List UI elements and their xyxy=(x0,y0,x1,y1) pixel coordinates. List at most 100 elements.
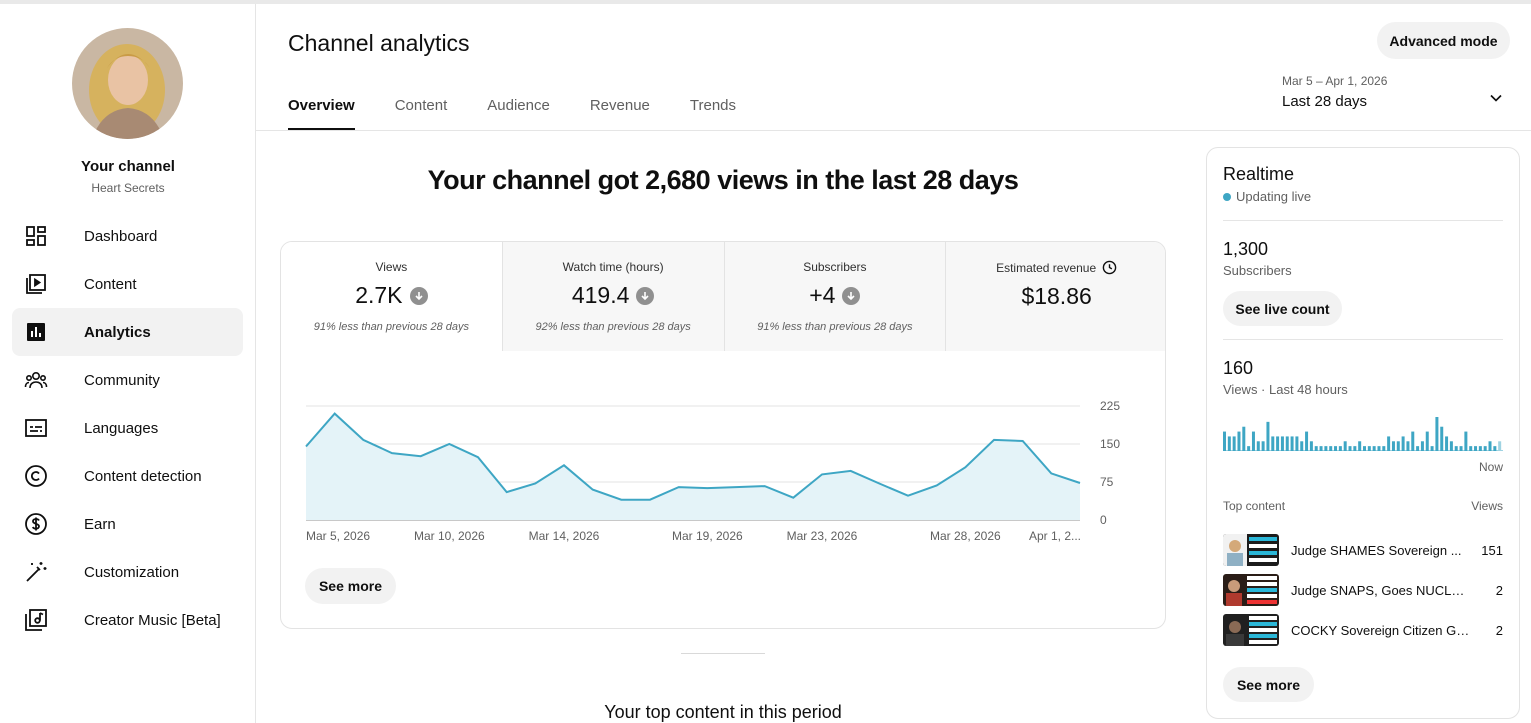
sidebar-item-customization[interactable]: Customization xyxy=(12,548,243,596)
realtime-bar xyxy=(1266,421,1270,451)
realtime-bar xyxy=(1237,431,1241,451)
x-tick-label: Mar 10, 2026 xyxy=(414,529,485,543)
realtime-bar xyxy=(1280,436,1284,451)
top-border xyxy=(0,0,1531,4)
realtime-card: Realtime Updating live 1,300 Subscribers… xyxy=(1206,147,1520,719)
realtime-bar xyxy=(1377,446,1381,451)
realtime-bar xyxy=(1295,436,1299,451)
realtime-bar xyxy=(1430,446,1434,451)
metric-value: +4 xyxy=(809,282,836,308)
realtime-bar xyxy=(1372,446,1376,451)
sidebar-item-content-detection[interactable]: Content detection xyxy=(12,452,243,500)
subscriber-label: Subscribers xyxy=(1223,263,1292,278)
realtime-bar xyxy=(1469,446,1473,451)
metric-label: Subscribers xyxy=(803,260,867,274)
realtime-bar xyxy=(1406,441,1410,451)
sidebar-item-community[interactable]: Community xyxy=(12,356,243,404)
tab-audience[interactable]: Audience xyxy=(487,97,550,114)
x-tick-label: Mar 23, 2026 xyxy=(787,529,858,543)
metric-views[interactable]: Views 2.7K 91% less than previous 28 day… xyxy=(281,242,502,351)
metric-estimated-revenue[interactable]: Estimated revenue $18.86 xyxy=(945,242,1165,351)
metric-value: 419.4 xyxy=(571,282,630,308)
realtime-bar xyxy=(1498,441,1502,451)
sidebar-item-label: Creator Music [Beta] xyxy=(84,611,221,629)
top-content-item[interactable]: Judge SNAPS, Goes NUCLEA... 2 xyxy=(1223,574,1503,606)
realtime-bar xyxy=(1396,441,1400,451)
sidebar-item-languages[interactable]: Languages xyxy=(12,404,243,452)
realtime-bar xyxy=(1440,426,1444,451)
realtime-bar xyxy=(1232,436,1236,451)
realtime-bar xyxy=(1242,426,1246,451)
see-more-button[interactable]: See more xyxy=(305,568,396,604)
top-content-title: Judge SHAMES Sovereign ... xyxy=(1291,542,1462,558)
chart-series-line xyxy=(305,412,1081,501)
tab-content[interactable]: Content xyxy=(394,97,448,114)
realtime-bar xyxy=(1319,446,1323,451)
sidebar-item-content[interactable]: Content xyxy=(12,260,243,308)
metric-note: 92% less than previous 28 days xyxy=(535,321,691,333)
realtime-bar xyxy=(1363,446,1366,451)
realtime-bar xyxy=(1334,446,1338,451)
realtime-bar xyxy=(1474,446,1478,451)
dollar-icon xyxy=(24,512,48,536)
sidebar-item-analytics[interactable]: Analytics xyxy=(12,308,243,356)
overview-card: Views 2.7K 91% less than previous 28 day… xyxy=(280,241,1166,629)
date-range-picker[interactable]: Mar 5 – Apr 1, 2026 Last 28 days xyxy=(1282,74,1510,120)
metric-tabs: Views 2.7K 91% less than previous 28 day… xyxy=(281,242,1165,351)
sidebar: Your channel Heart Secrets Dashboard Con… xyxy=(0,4,256,723)
top-content-views: 2 xyxy=(1495,622,1503,638)
video-thumbnail xyxy=(1223,574,1279,606)
realtime-bar xyxy=(1367,446,1371,451)
sidebar-item-earn[interactable]: Earn xyxy=(12,500,243,548)
tab-trends[interactable]: Trends xyxy=(689,97,737,114)
header-divider xyxy=(256,130,1531,131)
arrow-down-icon xyxy=(636,286,655,305)
realtime-bar xyxy=(1478,446,1482,451)
tab-overview[interactable]: Overview xyxy=(288,84,355,130)
sidebar-item-dashboard[interactable]: Dashboard xyxy=(12,212,243,260)
realtime-bar xyxy=(1343,441,1347,451)
advanced-mode-button[interactable]: Advanced mode xyxy=(1377,22,1510,59)
sidebar-nav: Dashboard Content Analytics Community La… xyxy=(12,212,243,644)
views-48h-label: Views · Last 48 hours xyxy=(1223,382,1348,397)
metric-label: Views xyxy=(375,260,408,274)
realtime-bar xyxy=(1300,441,1304,451)
metric-subscribers[interactable]: Subscribers +4 91% less than previous 28… xyxy=(723,242,946,351)
dashboard-icon xyxy=(24,224,48,248)
top-content-heading: Your top content in this period xyxy=(604,702,842,722)
see-live-count-button[interactable]: See live count xyxy=(1223,291,1342,326)
realtime-bar xyxy=(1358,441,1362,451)
now-label: Now xyxy=(1478,460,1503,474)
chart-area-fill xyxy=(306,413,1080,520)
sidebar-item-label: Earn xyxy=(84,515,116,533)
realtime-bar xyxy=(1401,436,1405,451)
top-content-item[interactable]: Judge SHAMES Sovereign ... 151 xyxy=(1223,534,1503,566)
x-tick-label: Apr 1, 2... xyxy=(1029,529,1081,543)
realtime-see-more-button[interactable]: See more xyxy=(1223,667,1314,702)
realtime-bar xyxy=(1411,431,1415,451)
top-content-views: 2 xyxy=(1495,582,1503,598)
realtime-bar xyxy=(1251,431,1255,451)
x-tick-label: Mar 14, 2026 xyxy=(529,529,600,543)
top-content-item[interactable]: COCKY Sovereign Citizen Get... 2 xyxy=(1223,614,1503,646)
page-title: Channel analytics xyxy=(288,30,470,56)
sidebar-item-creator-music[interactable]: Creator Music [Beta] xyxy=(12,596,243,644)
realtime-bar xyxy=(1435,417,1439,451)
views-headline: Your channel got 2,680 views in the last… xyxy=(427,165,1019,195)
realtime-bar xyxy=(1488,441,1492,451)
realtime-bar xyxy=(1493,446,1497,451)
views-chart: 225 150 75 0 Mar 5, 2026 Mar 10, 2026 Mar 14, … xyxy=(305,399,1120,543)
video-thumbnail xyxy=(1223,534,1279,566)
x-tick-label: Mar 5, 2026 xyxy=(306,529,370,543)
magic-wand-icon xyxy=(24,560,48,584)
metric-watch-time[interactable]: Watch time (hours) 419.4 92% less than p… xyxy=(501,242,724,351)
community-icon xyxy=(24,368,48,392)
realtime-bar xyxy=(1425,431,1429,451)
realtime-bar xyxy=(1464,431,1468,451)
realtime-bar xyxy=(1247,446,1251,451)
realtime-bar xyxy=(1290,436,1294,451)
x-tick-label: Mar 19, 2026 xyxy=(672,529,743,543)
tab-revenue[interactable]: Revenue xyxy=(589,97,650,114)
channel-avatar[interactable] xyxy=(72,28,183,139)
metric-value: $18.86 xyxy=(1021,283,1092,309)
